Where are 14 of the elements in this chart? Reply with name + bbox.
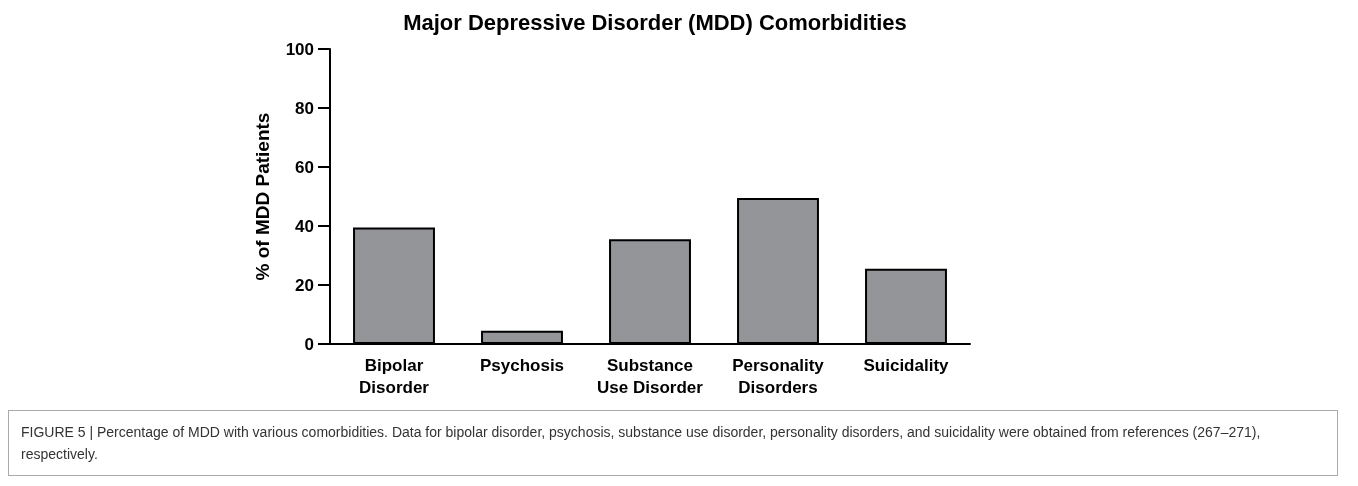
y-tick-label: 60 [295,157,314,177]
y-tick-label: 0 [304,334,314,354]
caption: FIGURE 5 | Percentage of MDD with various comorbidities. Data for bipolar disorder, psychosis, substance use disorder, personality disorders, and suicidality were obtained from references (267–271), respectively. [8,410,1338,476]
chart-title: Major Depressive Disorder (MDD) Comorbidities [403,9,907,35]
y-tick-label: 20 [295,275,314,295]
y-tick-label: 40 [295,216,314,236]
y-tick-label: 80 [295,98,314,118]
x-tick-label: Bipolar Disorder [359,355,430,397]
y-tick-label: 100 [285,39,314,59]
x-tick-label: Suicidality [863,355,950,375]
x-tick-label: Substance Use Disorder [597,355,704,397]
y-axis-title: % of MDD Patients [252,112,273,281]
x-tick-label: Psychosis [479,355,565,375]
x-tick-label: Personality Disorders [732,355,825,397]
